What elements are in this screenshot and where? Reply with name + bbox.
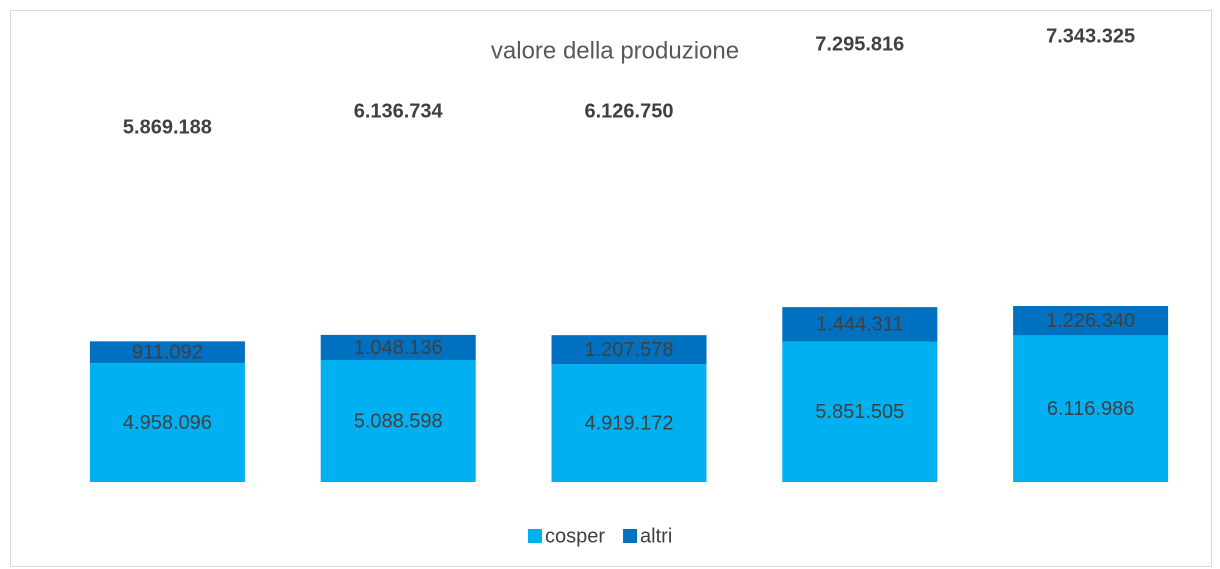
bar-segment (551, 364, 707, 482)
total-label: 6.136.734 (354, 100, 444, 122)
data-label: 5.088.598 (354, 410, 443, 432)
total-label: 7.295.816 (815, 33, 904, 55)
legend-label: altri (640, 525, 672, 547)
data-label: 1.226.340 (1046, 310, 1135, 332)
data-label: 4.958.096 (123, 412, 212, 434)
legend-label: cosper (545, 525, 605, 547)
chart-border (10, 10, 1212, 567)
bar-segment (551, 335, 707, 365)
bar-segment (320, 334, 476, 361)
data-label: 1.048.136 (354, 337, 443, 359)
data-label: 4.919.172 (585, 412, 674, 434)
bar-segment (89, 341, 245, 364)
bar-segment (1013, 306, 1169, 336)
bar-segment (89, 363, 245, 482)
total-label: 7.343.325 (1046, 25, 1135, 47)
legend-swatch (623, 529, 638, 543)
data-label: 5.851.505 (815, 401, 904, 423)
total-label: 6.126.750 (585, 100, 674, 122)
total-label: 5.869.188 (123, 116, 212, 138)
bar-segment (782, 307, 938, 342)
chart-title: valore della produzione (491, 37, 739, 64)
bar-segment (320, 360, 476, 482)
bar-segment (782, 341, 938, 482)
data-label: 1.207.578 (585, 339, 674, 361)
data-label: 6.116.986 (1047, 398, 1135, 420)
legend-swatch (528, 529, 542, 543)
data-label: 911.092 (132, 342, 203, 364)
bar-segment (1013, 335, 1169, 482)
data-label: 1.444.311 (816, 314, 904, 336)
